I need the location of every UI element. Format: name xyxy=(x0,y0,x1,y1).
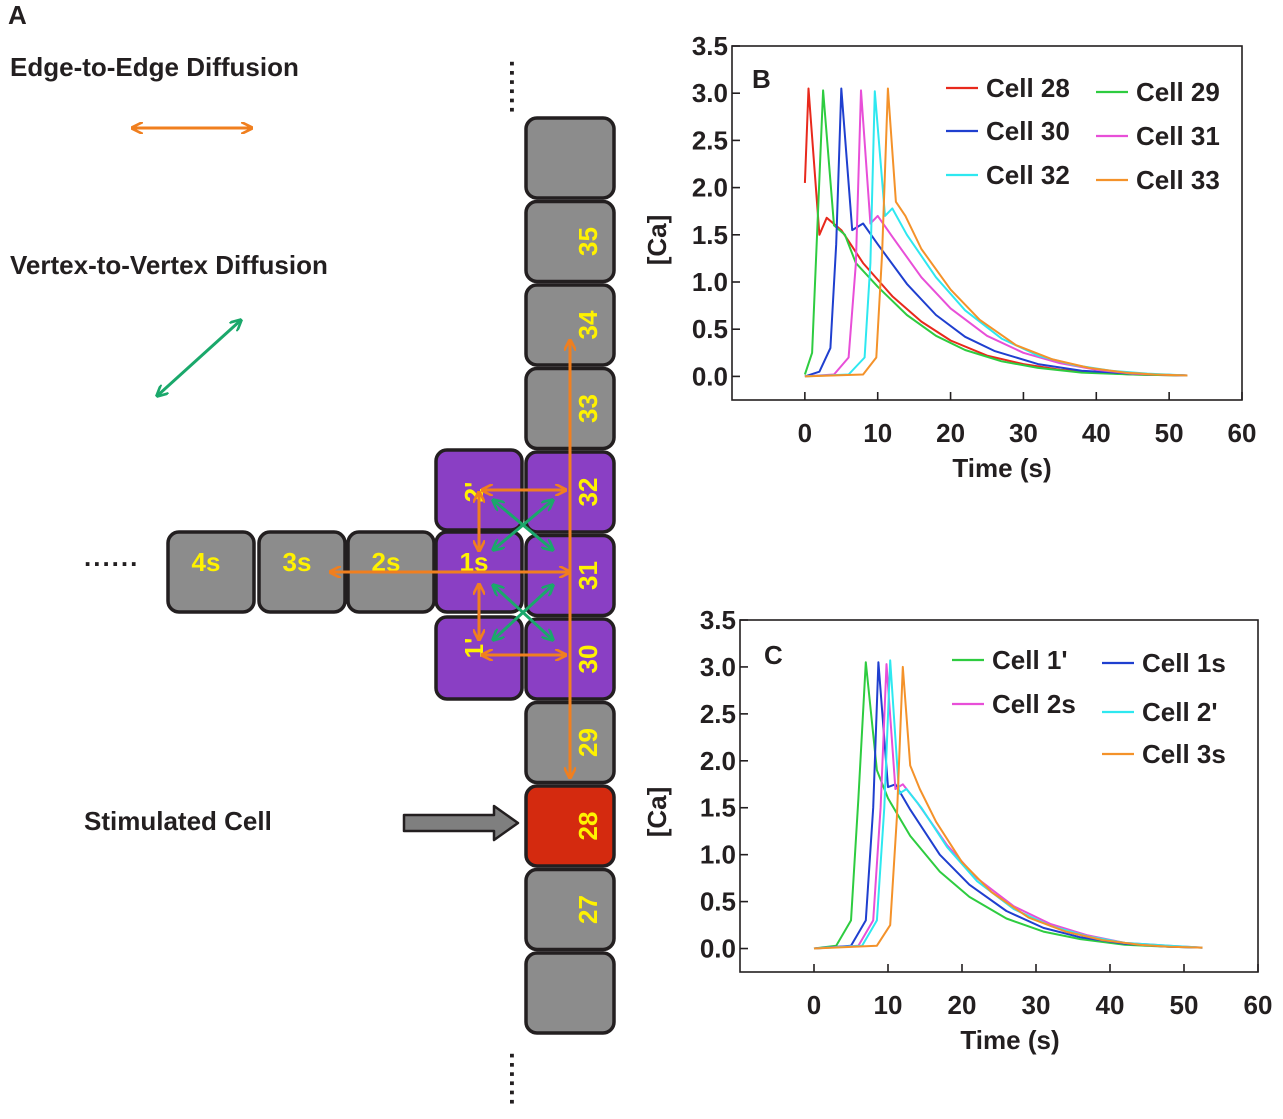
branch-cell-3s-label: 3s xyxy=(283,547,312,577)
chart-1-ytick-label: 2.0 xyxy=(700,746,736,776)
chart-0-legend-item: Cell 29 xyxy=(1096,77,1220,107)
column-cell-31-label: 31 xyxy=(573,561,603,590)
chart-0-legend-label: Cell 31 xyxy=(1136,121,1220,151)
chart-1-xtick-label: 0 xyxy=(807,990,821,1020)
chart-c-ylabel: [Ca] xyxy=(642,787,672,838)
column-cell-34-label: 34 xyxy=(573,310,603,339)
chart-1-ytick-label: 0.0 xyxy=(700,934,736,964)
chart-1-xtick-label: 40 xyxy=(1096,990,1125,1020)
chart-0-legend-label: Cell 33 xyxy=(1136,165,1220,195)
chart-0-legend-label: Cell 30 xyxy=(986,116,1070,146)
chart-0-ytick-label: 0.5 xyxy=(692,314,728,344)
panel-a-letter: A xyxy=(8,0,27,30)
chart-0-xtick-label: 0 xyxy=(798,418,812,448)
chart-0-plot-frame xyxy=(731,45,1243,401)
chart-b-ylabel: [Ca] xyxy=(642,215,672,266)
column-cell-34: 34 xyxy=(524,283,616,367)
column-cell-27-label: 27 xyxy=(573,895,603,924)
chart-1-ytick-label: 3.5 xyxy=(700,605,736,635)
chart-c-panel-letter: C xyxy=(764,640,783,670)
chart-1-ytick-label: 0.5 xyxy=(700,887,736,917)
vertex-diffusion-label: Vertex-to-Vertex Diffusion xyxy=(10,250,328,280)
chart-0-legend-item: Cell 31 xyxy=(1096,121,1220,151)
chart-c: C 0.00.51.01.52.02.53.03.50 10 20 30 40 50 60 … xyxy=(642,605,1273,1055)
column-cell-35: 35 xyxy=(524,199,616,284)
chart-0-xtick-label: 20 xyxy=(936,418,965,448)
chart-1-legend-item: Cell 1s xyxy=(1102,648,1226,678)
edge-diffusion-label: Edge-to-Edge Diffusion xyxy=(10,52,299,82)
chart-1-legend-label: Cell 3s xyxy=(1142,739,1226,769)
vertex-arrow-lower-b xyxy=(493,585,553,640)
chart-1-xtick-label: 50 xyxy=(1170,990,1199,1020)
chart-0-ytick-label: 1.5 xyxy=(692,220,728,250)
vertex-diffusion-legend-arrow xyxy=(157,320,241,396)
chart-0-legend-label: Cell 32 xyxy=(986,160,1070,190)
column-cell-33-label: 33 xyxy=(573,394,603,423)
chart-1-xtick-label: 30 xyxy=(1022,990,1051,1020)
column-cell-29-label: 29 xyxy=(573,728,603,757)
chart-1-legend-item: Cell 2s xyxy=(952,689,1076,719)
chart-1-legend-label: Cell 2' xyxy=(1142,697,1218,727)
chart-1-xtick-label: 60 xyxy=(1244,990,1273,1020)
stimulated-cell-label: Stimulated Cell xyxy=(84,806,272,836)
chart-1-xtick-label: 20 xyxy=(948,990,977,1020)
chart-1-legend-label: Cell 1s xyxy=(1142,648,1226,678)
chart-0-xtick-label: 30 xyxy=(1009,418,1038,448)
chart-b: B 0.00.51.01.52.02.53.03.50 10 20 30 40 50 60 … xyxy=(642,31,1257,483)
chart-0-series-line-cell-33 xyxy=(804,87,1188,378)
chart-0-legend-label: Cell 29 xyxy=(1136,77,1220,107)
chart-0-ytick-label: 3.5 xyxy=(692,31,728,61)
chart-0-ytick-label: 3.0 xyxy=(692,78,728,108)
chart-0-xtick-label: 60 xyxy=(1228,418,1257,448)
column-cell-30-label: 30 xyxy=(573,645,603,674)
chart-0-xtick-label: 40 xyxy=(1082,418,1111,448)
branch-cell-4s-label: 4s xyxy=(192,547,221,577)
chart-1-legend-label: Cell 1' xyxy=(992,645,1068,675)
side-cell-2prime-label: 2' xyxy=(459,482,489,503)
chart-1-series-line-cell-1- xyxy=(813,661,1203,950)
column-cell-blank-10 xyxy=(524,951,616,1035)
column-cell-35-label: 35 xyxy=(573,227,603,256)
chart-0-legend-item: Cell 33 xyxy=(1096,165,1220,195)
branch-cell-4s: 4s xyxy=(166,530,256,614)
chart-1-series-line-cell-3s xyxy=(813,665,1203,950)
chart-0-ytick-label: 0.0 xyxy=(692,361,728,391)
chart-1-ytick-label: 1.0 xyxy=(700,840,736,870)
column-cell-32-label: 32 xyxy=(573,478,603,507)
chart-0-legend-item: Cell 28 xyxy=(946,73,1070,103)
stimulated-cell-pointer-arrow xyxy=(402,804,520,842)
chart-0-xtick-label: 50 xyxy=(1155,418,1184,448)
chart-0-series-line-cell-30 xyxy=(804,87,1188,378)
chart-1-legend-item: Cell 3s xyxy=(1102,739,1226,769)
chart-c-xlabel: Time (s) xyxy=(960,1025,1059,1055)
chart-1-legend-item: Cell 2' xyxy=(1102,697,1218,727)
chart-0-series-line-cell-29 xyxy=(803,89,1188,377)
column-cell-28-label: 28 xyxy=(573,812,603,841)
chart-b-panel-letter: B xyxy=(752,64,771,94)
chart-b-xlabel: Time (s) xyxy=(952,453,1051,483)
chart-1-xtick-label: 10 xyxy=(874,990,903,1020)
chart-0-ytick-label: 2.0 xyxy=(692,173,728,203)
chart-1-ytick-label: 3.0 xyxy=(700,652,736,682)
column-cell-27: 27 xyxy=(524,867,616,952)
chart-0-ytick-label: 2.5 xyxy=(692,125,728,155)
chart-1-legend-label: Cell 2s xyxy=(992,689,1076,719)
chart-0-legend-item: Cell 32 xyxy=(946,160,1070,190)
chart-1-ytick-label: 1.5 xyxy=(700,793,736,823)
chart-1-plot-frame xyxy=(739,619,1259,973)
column-cell-28: 28 xyxy=(524,784,616,868)
chart-0-legend-label: Cell 28 xyxy=(986,73,1070,103)
chart-0-legend-item: Cell 30 xyxy=(946,116,1070,146)
chart-0-ytick-label: 1.0 xyxy=(692,267,728,297)
chart-0-xtick-label: 10 xyxy=(863,418,892,448)
column-cell-blank-0 xyxy=(524,116,616,200)
vertex-arrow-upper-b xyxy=(493,500,553,550)
chart-1-ytick-label: 2.5 xyxy=(700,699,736,729)
chart-1-legend-item: Cell 1' xyxy=(952,645,1068,675)
left-ellipsis: ...... xyxy=(84,542,140,572)
